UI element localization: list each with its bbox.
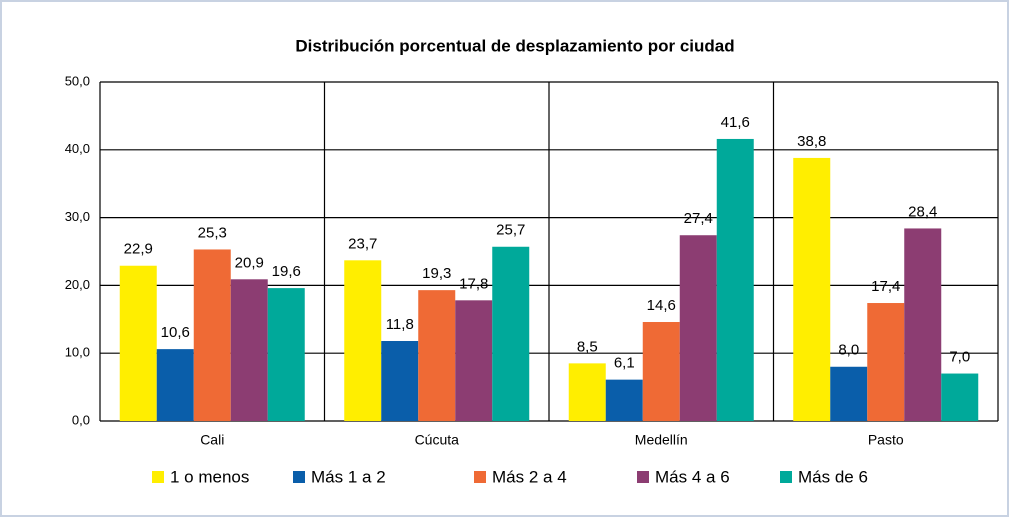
- value-label: 19,6: [272, 263, 301, 280]
- bar: [716, 138, 754, 421]
- y-tick-label: 10,0: [65, 345, 90, 360]
- legend-label: Más 4 a 6: [655, 467, 730, 486]
- legend-swatch: [780, 471, 792, 483]
- bar: [418, 290, 456, 421]
- value-label: 11,8: [386, 316, 414, 333]
- chart-title: Distribución porcentual de desplazamient…: [295, 36, 734, 55]
- value-label: 20,9: [235, 254, 264, 271]
- bar: [679, 235, 717, 421]
- value-label: 19,3: [422, 265, 451, 282]
- bar: [267, 288, 305, 421]
- bar: [830, 366, 868, 421]
- value-label: 25,3: [198, 224, 227, 241]
- value-label: 14,6: [647, 297, 676, 314]
- bar: [793, 157, 831, 421]
- y-tick-label: 40,0: [65, 141, 90, 156]
- value-label: 28,4: [908, 203, 937, 220]
- bar: [156, 349, 194, 421]
- value-label: 38,8: [797, 133, 826, 150]
- value-label: 27,4: [684, 210, 713, 227]
- value-label: 7,0: [949, 349, 970, 366]
- bar: [230, 279, 268, 421]
- y-tick-label: 20,0: [65, 277, 90, 292]
- y-tick-label: 0,0: [72, 412, 90, 427]
- bar: [381, 340, 419, 421]
- value-label: 17,4: [871, 278, 900, 295]
- value-label: 22,9: [124, 241, 153, 258]
- legend-label: 1 o menos: [170, 467, 249, 486]
- value-label: 17,8: [459, 275, 488, 292]
- value-label: 8,0: [838, 342, 859, 359]
- bar: [568, 363, 606, 421]
- legend-swatch: [152, 471, 164, 483]
- x-tick-label: Pasto: [868, 432, 904, 448]
- bar: [193, 249, 231, 421]
- legend-swatch: [293, 471, 305, 483]
- value-label: 8,5: [577, 338, 598, 355]
- bar: [344, 260, 382, 421]
- value-label: 25,7: [496, 222, 525, 239]
- bar: [941, 373, 979, 421]
- value-label: 10,6: [161, 324, 190, 341]
- x-tick-label: Medellín: [635, 432, 688, 448]
- y-tick-label: 30,0: [65, 209, 90, 224]
- y-tick-label: 50,0: [65, 73, 90, 88]
- bar: [492, 246, 530, 421]
- value-label: 6,1: [614, 355, 635, 372]
- legend-label: Más 1 a 2: [311, 467, 386, 486]
- legend-label: Más de 6: [798, 467, 868, 486]
- x-tick-label: Cali: [200, 432, 224, 448]
- bar: [455, 300, 493, 421]
- x-tick-label: Cúcuta: [415, 432, 460, 448]
- bar: [605, 379, 643, 421]
- legend-label: Más 2 a 4: [492, 467, 567, 486]
- legend-swatch: [637, 471, 649, 483]
- bar: [904, 228, 942, 421]
- bar: [119, 265, 157, 421]
- value-label: 23,7: [348, 235, 377, 252]
- bar: [867, 303, 905, 421]
- value-label: 41,6: [721, 114, 750, 131]
- bar: [642, 322, 680, 421]
- legend-swatch: [474, 471, 486, 483]
